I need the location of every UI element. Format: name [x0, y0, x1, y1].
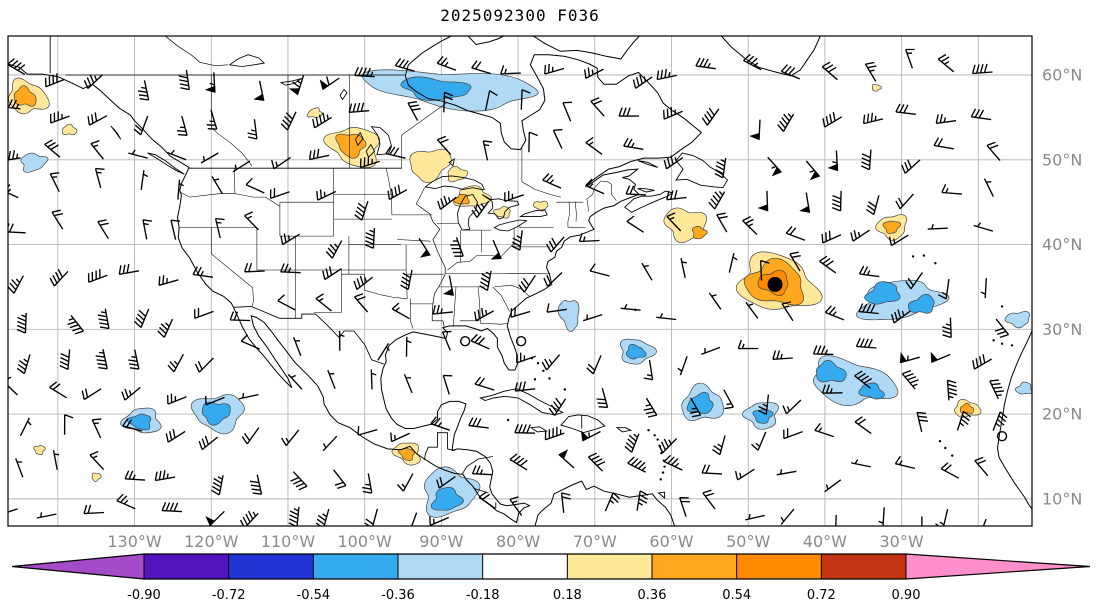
colorbar-tick-label: 0.18 — [553, 588, 582, 603]
lon-tick-label: 30°W — [880, 532, 924, 551]
colorbar-tick-label: -0.54 — [297, 588, 331, 603]
colorbar-tick-label: -0.72 — [212, 588, 246, 603]
colorbar-tick-label: -0.36 — [381, 588, 415, 603]
shaded-region — [816, 359, 847, 383]
shaded-region — [692, 226, 708, 239]
lon-tick-label: 120°W — [184, 532, 239, 551]
lon-tick-label: 70°W — [573, 532, 617, 551]
shaded-region — [871, 84, 882, 92]
wind-barbs — [8, 48, 1010, 526]
lat-tick-label: 10°N — [1042, 489, 1082, 508]
shaded-region — [533, 200, 549, 212]
storm-markers — [459, 276, 1008, 442]
open-circle-marker — [459, 335, 471, 347]
shaded-region — [907, 293, 935, 314]
grid-lines — [8, 36, 1032, 526]
shaded-region — [33, 445, 46, 456]
lat-tick-label: 50°N — [1042, 150, 1082, 169]
lat-tick-label: 60°N — [1042, 65, 1082, 84]
shaded-region — [625, 343, 647, 360]
colorbar: -0.90 -0.72 -0.54 -0.36 -0.18 0.18 0.36 0.54 0.7… — [11, 553, 1091, 603]
shaded-region — [447, 165, 469, 183]
colorbar-tick-label: 0.90 — [892, 588, 921, 603]
shaded-region — [882, 220, 902, 234]
lon-tick-label: 100°W — [337, 532, 392, 551]
shaded-region — [409, 148, 452, 183]
colorbar-tick-label: 0.36 — [638, 588, 667, 603]
colorbar-tick-label: -0.90 — [127, 588, 161, 603]
shaded-region — [306, 107, 323, 118]
lat-tick-label: 40°N — [1042, 235, 1082, 254]
filled-dot-marker — [767, 276, 783, 292]
shaded-region — [20, 152, 49, 173]
lat-tick-label: 20°N — [1042, 405, 1082, 424]
lon-tick-label: 50°W — [726, 532, 770, 551]
coastlines — [8, 36, 1032, 526]
shaded-region — [858, 382, 885, 400]
shaded-region — [335, 133, 367, 159]
shaded-region — [1014, 381, 1032, 395]
shaded-region — [864, 281, 901, 305]
open-circle-marker — [996, 430, 1008, 442]
shaded-region — [493, 206, 511, 219]
lon-tick-label: 80°W — [496, 532, 540, 551]
lon-tick-label: 110°W — [261, 532, 316, 551]
shaded-region — [201, 401, 231, 426]
shaded-regions — [8, 69, 1032, 518]
lon-tick-label: 130°W — [107, 532, 162, 551]
chart-title: 2025092300 F036 — [440, 6, 600, 25]
colorbar-tick-label: -0.18 — [466, 588, 500, 603]
lon-axis-labels: 130°W 120°W 110°W 100°W 90°W 80°W 70°W 60°W 50°W… — [107, 532, 923, 551]
lat-axis-labels: 60°N 50°N 40°N 30°N 20°N 10°N — [1042, 65, 1082, 508]
colorbar-tick-label: 0.72 — [807, 588, 836, 603]
shaded-region — [430, 487, 464, 511]
lon-tick-label: 90°W — [419, 532, 463, 551]
shaded-region — [91, 472, 102, 482]
shaded-region — [557, 300, 580, 332]
lat-tick-label: 30°N — [1042, 320, 1082, 339]
lon-tick-label: 40°W — [803, 532, 847, 551]
shaded-region — [127, 413, 152, 431]
shaded-region — [62, 123, 78, 136]
colorbar-tick-label: 0.54 — [722, 588, 751, 603]
lon-tick-label: 60°W — [649, 532, 693, 551]
shaded-region — [752, 408, 774, 424]
shaded-region — [13, 85, 37, 107]
open-circle-marker — [515, 335, 527, 347]
shaded-region — [960, 403, 974, 414]
shaded-region — [397, 448, 415, 461]
shaded-region — [1004, 311, 1030, 329]
